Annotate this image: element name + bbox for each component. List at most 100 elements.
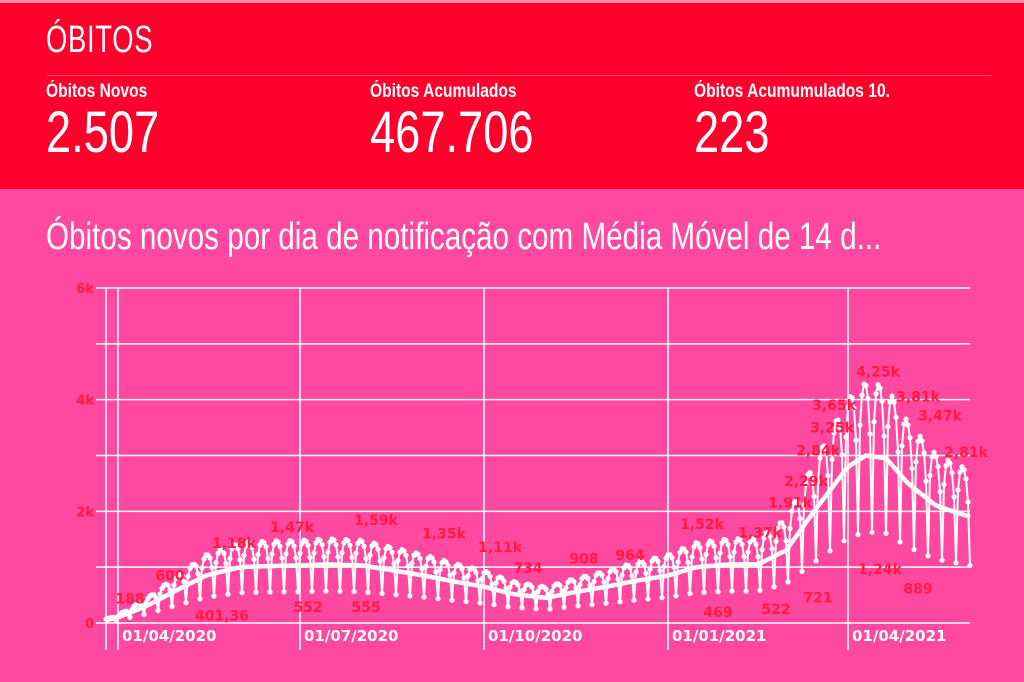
daily-point: [809, 474, 815, 480]
daily-point: [877, 385, 883, 391]
daily-point: [359, 538, 365, 545]
daily-point: [923, 478, 929, 484]
daily-point: [771, 584, 777, 590]
daily-point: [739, 541, 745, 547]
data-label: 522: [761, 602, 790, 618]
daily-point: [879, 398, 885, 404]
daily-point: [395, 557, 401, 564]
daily-point: [627, 565, 633, 571]
daily-point: [307, 554, 313, 560]
daily-point: [599, 572, 605, 578]
daily-point: [443, 559, 449, 565]
daily-point: [817, 455, 823, 461]
daily-point: [955, 487, 961, 493]
daily-point: [155, 607, 161, 614]
daily-point: [845, 404, 851, 410]
daily-point: [807, 469, 813, 476]
data-label: 188: [115, 592, 144, 608]
y-tick-label: 0: [85, 617, 94, 632]
daily-point: [689, 554, 695, 560]
daily-point: [185, 573, 191, 580]
daily-point: [871, 419, 877, 425]
daily-point: [775, 525, 781, 531]
daily-point: [643, 570, 649, 576]
daily-point: [613, 569, 619, 575]
daily-point: [347, 542, 353, 548]
daily-point: [201, 556, 207, 562]
daily-point: [225, 591, 231, 597]
daily-point: [181, 579, 187, 585]
data-label: 555: [351, 600, 380, 616]
daily-point: [909, 465, 915, 472]
daily-point: [745, 549, 751, 555]
kpi-obitos-acumulados-10: Óbitos Acumumulados 10. 223: [694, 81, 933, 166]
daily-point: [193, 563, 199, 569]
daily-point: [505, 604, 511, 610]
daily-point: [615, 576, 621, 582]
daily-point: [917, 433, 923, 439]
daily-point: [947, 460, 953, 466]
daily-point: [943, 463, 949, 469]
daily-point: [967, 562, 973, 568]
daily-point: [493, 580, 499, 586]
daily-point: [171, 582, 177, 588]
daily-point: [573, 585, 579, 591]
daily-point: [873, 391, 879, 397]
daily-point: [645, 596, 651, 602]
daily-point: [691, 544, 697, 550]
daily-point: [801, 502, 807, 508]
daily-point: [755, 553, 761, 560]
daily-point: [373, 542, 379, 548]
data-label: 908: [569, 551, 598, 567]
daily-point: [961, 467, 967, 473]
daily-point: [199, 565, 205, 571]
daily-point: [375, 546, 381, 552]
daily-point: [867, 431, 873, 437]
daily-point: [913, 459, 919, 465]
daily-point: [631, 597, 637, 603]
daily-point: [169, 603, 175, 610]
daily-point: [585, 575, 591, 582]
daily-point: [195, 571, 201, 577]
daily-point: [269, 551, 275, 557]
daily-point: [629, 573, 635, 579]
daily-point: [717, 550, 723, 556]
data-label: 1,37k: [738, 526, 783, 542]
daily-point: [813, 558, 819, 564]
daily-point: [227, 555, 233, 562]
daily-point: [617, 599, 623, 605]
daily-point: [349, 554, 355, 561]
daily-point: [697, 545, 703, 551]
daily-point: [377, 558, 383, 564]
data-label: 3,47k: [918, 408, 963, 424]
data-label: 889: [903, 581, 932, 597]
daily-point: [289, 539, 295, 545]
daily-point: [561, 604, 567, 610]
daily-point: [389, 549, 395, 555]
daily-point: [633, 569, 639, 575]
daily-point: [715, 589, 721, 595]
daily-point: [283, 551, 289, 557]
data-label: 401,36: [195, 609, 249, 625]
daily-point: [331, 537, 337, 543]
data-label: 1,91k: [768, 495, 813, 511]
daily-point: [517, 588, 523, 594]
daily-point: [535, 588, 541, 595]
kpi-value: 223: [694, 100, 770, 165]
daily-point: [619, 572, 625, 578]
daily-point: [519, 605, 525, 611]
daily-point: [779, 520, 785, 526]
daily-point: [319, 542, 325, 548]
daily-point: [543, 586, 549, 592]
daily-point: [297, 550, 303, 557]
daily-point: [253, 589, 259, 595]
daily-point: [141, 611, 147, 617]
daily-point: [345, 538, 351, 544]
daily-point: [855, 531, 861, 538]
daily-point: [393, 592, 399, 598]
daily-point: [655, 558, 661, 565]
daily-point: [491, 602, 497, 608]
daily-point: [829, 456, 835, 463]
daily-point: [915, 438, 921, 444]
